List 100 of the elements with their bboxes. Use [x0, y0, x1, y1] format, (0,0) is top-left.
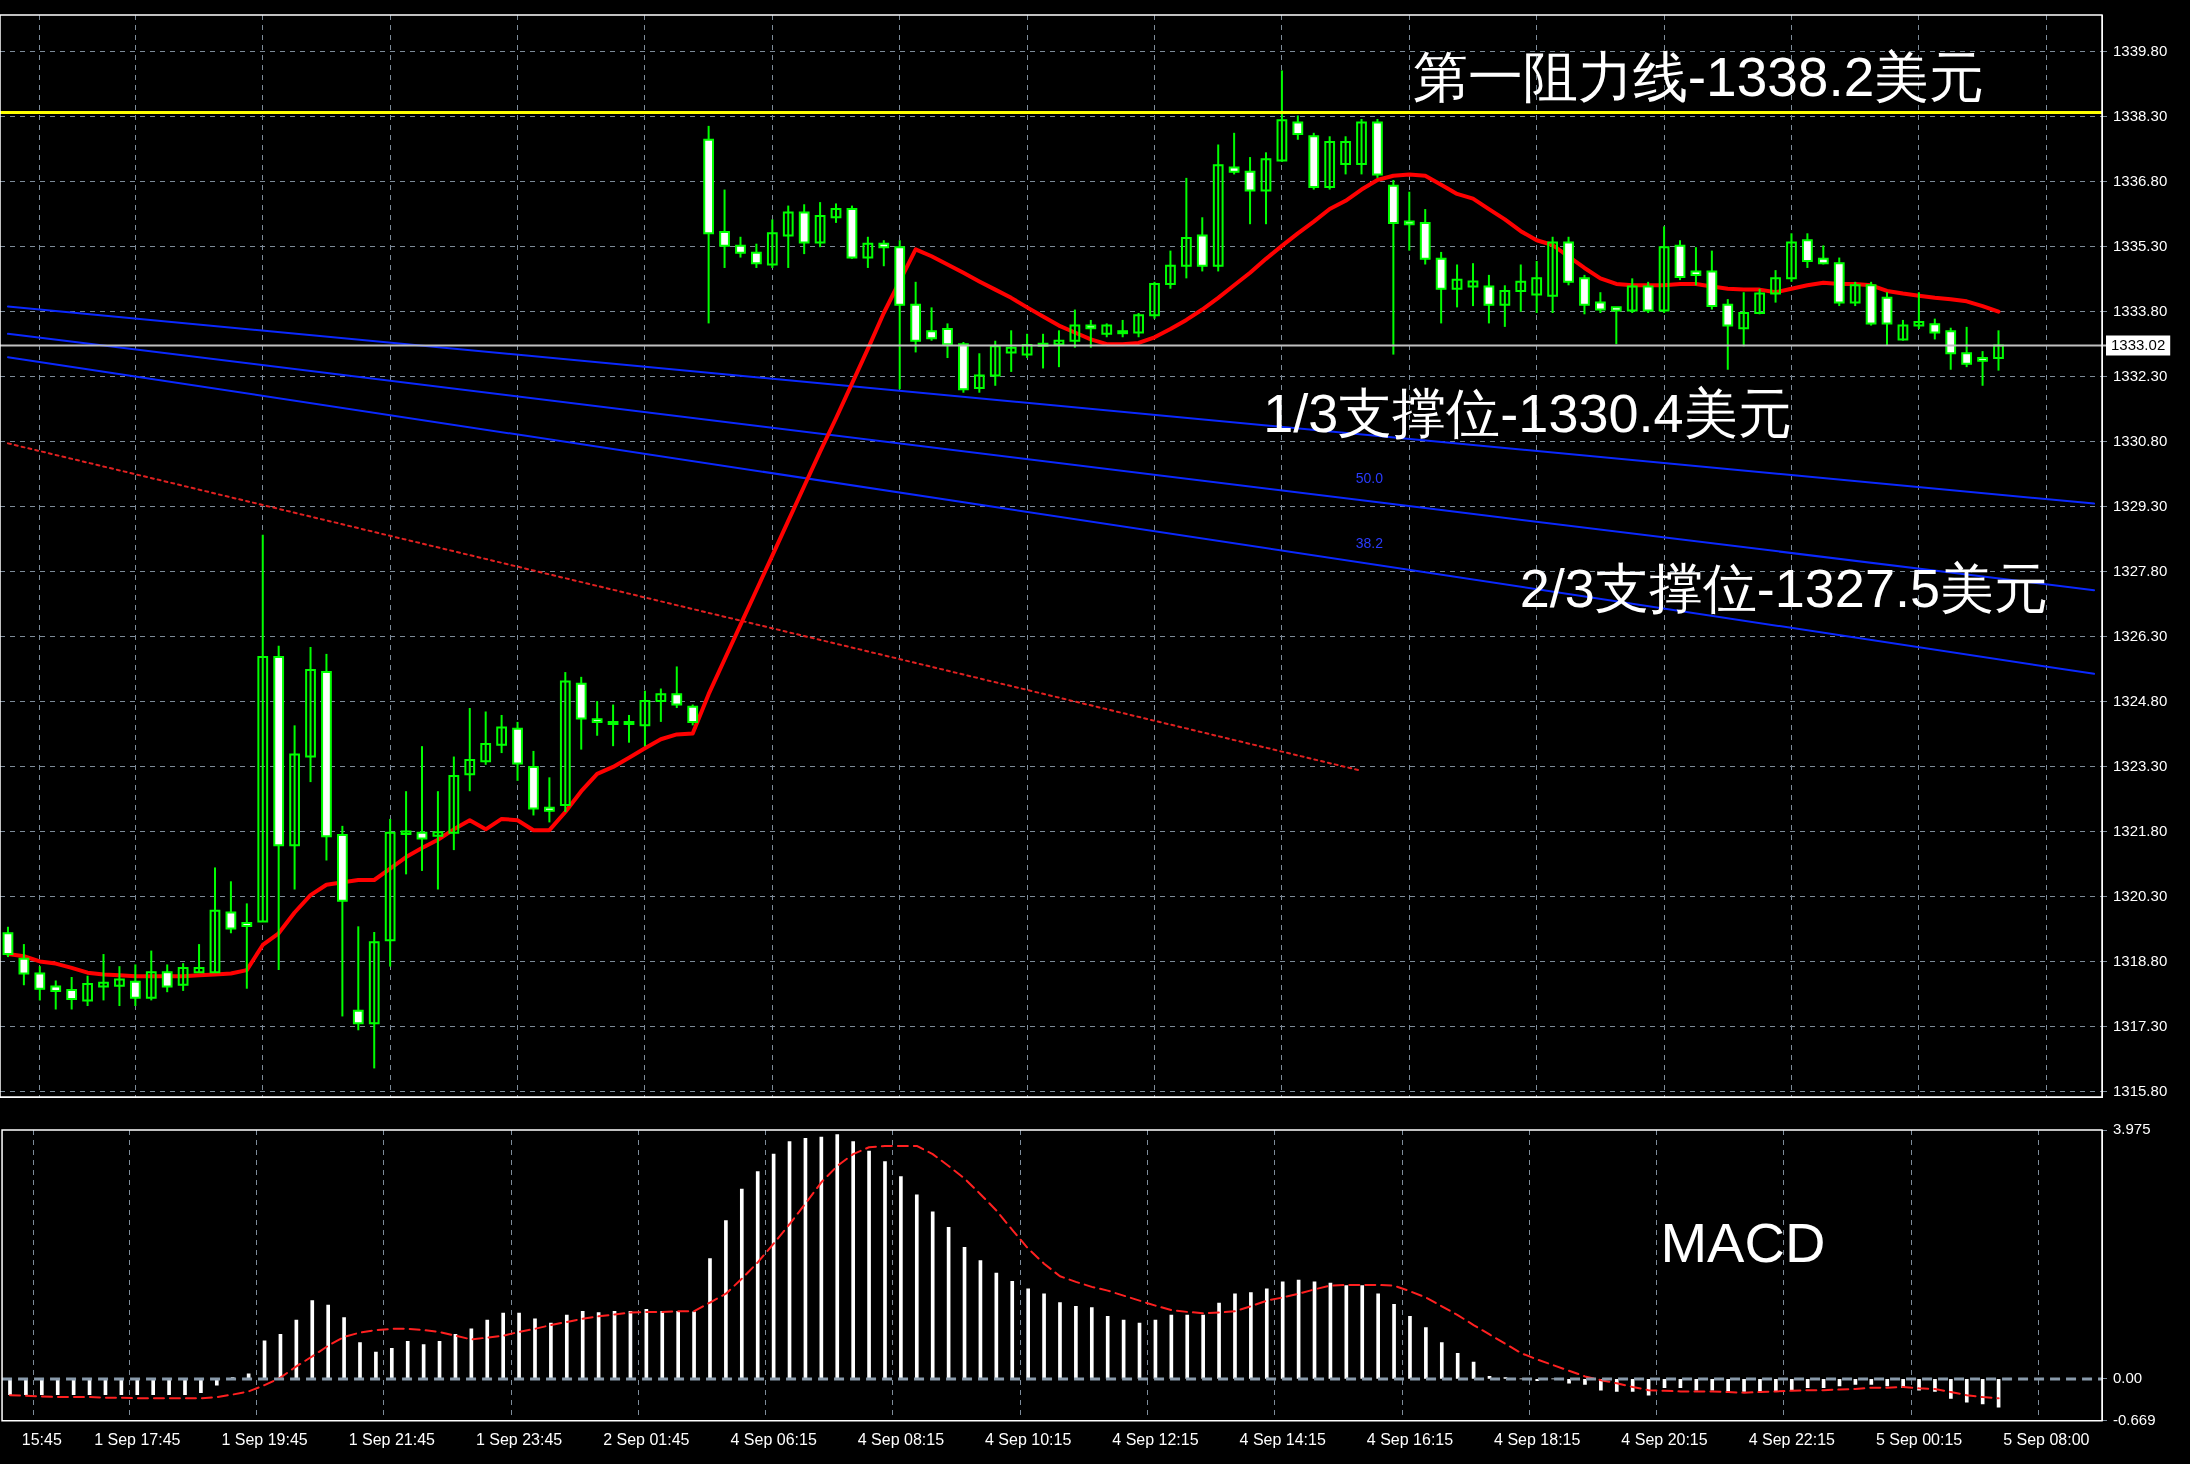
- bar: [1376, 1293, 1380, 1379]
- bar: [1105, 1315, 1110, 1379]
- bar: [1010, 1280, 1015, 1379]
- bar: [1949, 1379, 1953, 1399]
- bar: [1201, 1314, 1205, 1379]
- y-tick-label: 1321.80: [2113, 821, 2168, 839]
- candlestick: [639, 689, 651, 748]
- bar: [1805, 1379, 1810, 1389]
- y-tick-label: 1324.80: [2113, 691, 2168, 709]
- candlestick: [1499, 284, 1511, 328]
- x-tick-label: 1 Sep 17:45: [94, 1430, 181, 1448]
- bar: [501, 1312, 505, 1379]
- bar: [1185, 1314, 1190, 1379]
- bar: [851, 1141, 855, 1379]
- candlestick: [448, 755, 460, 852]
- bar: [183, 1379, 187, 1395]
- candlestick: [384, 817, 396, 968]
- y-tick-label: -0.669: [2113, 1410, 2156, 1428]
- candlestick: [1324, 135, 1336, 191]
- bar: [1360, 1285, 1365, 1379]
- bar: [914, 1194, 919, 1379]
- candlestick: [1069, 308, 1081, 349]
- candlestick: [623, 713, 635, 744]
- bar: [1694, 1379, 1699, 1391]
- candlestick: [1005, 329, 1017, 373]
- candlestick: [98, 953, 109, 1002]
- y-tick-label: 1335.30: [2113, 236, 2168, 254]
- candlestick: [782, 204, 794, 269]
- bar: [389, 1347, 394, 1379]
- candlestick: [432, 790, 444, 891]
- bar: [580, 1310, 585, 1379]
- candlestick: [1770, 269, 1781, 304]
- candlestick: [1897, 318, 1909, 342]
- candlestick: [1260, 151, 1272, 226]
- y-tick-label: 1339.80: [2113, 41, 2168, 59]
- candlestick: [1133, 312, 1144, 339]
- bar: [676, 1310, 680, 1379]
- bar: [199, 1379, 203, 1394]
- x-tick-label: 5 Sep 00:15: [1875, 1430, 1963, 1448]
- bar: [1964, 1379, 1969, 1403]
- bar: [1424, 1327, 1428, 1379]
- ref-line-label: 第一阻力线-1338.2美元: [1412, 46, 1985, 109]
- bar: [167, 1379, 171, 1395]
- y-tick-label: 1323.30: [2113, 756, 2168, 774]
- candlestick: [305, 645, 316, 784]
- bar: [24, 1379, 28, 1395]
- candlestick: [480, 710, 492, 766]
- bar: [1408, 1315, 1412, 1379]
- bar: [1217, 1302, 1221, 1379]
- x-tick-label: 4 Sep 22:15: [1748, 1430, 1836, 1448]
- candlestick: [1658, 225, 1670, 315]
- candlestick: [82, 974, 93, 1008]
- bar: [55, 1379, 60, 1395]
- bar: [517, 1312, 521, 1379]
- annotation: MACD: [1660, 1210, 1826, 1274]
- bar: [867, 1150, 871, 1379]
- x-tick-label: 4 Sep 14:15: [1239, 1430, 1326, 1448]
- y-tick-label: 1326.30: [2113, 626, 2168, 644]
- x-tick-label: 1 Sep 23:45: [475, 1430, 563, 1448]
- x-tick-label: 5 Sep 08:00: [2003, 1430, 2090, 1448]
- y-tick-label: 1330.80: [2113, 431, 2168, 449]
- bar: [708, 1258, 712, 1379]
- candlestick: [1467, 262, 1479, 308]
- x-tick-label: 4 Sep 12:15: [1112, 1430, 1199, 1448]
- bar: [930, 1211, 935, 1379]
- candlestick: [1212, 143, 1224, 273]
- bar: [1249, 1292, 1253, 1379]
- bar: [692, 1311, 696, 1379]
- x-tick-label: 1 Sep 21:45: [348, 1430, 436, 1448]
- bar: [549, 1322, 553, 1379]
- bar: [1869, 1379, 1874, 1385]
- bar: [1042, 1293, 1046, 1379]
- candlestick: [1849, 280, 1861, 308]
- candlestick: [989, 339, 1001, 387]
- bar: [1264, 1288, 1269, 1379]
- candlestick: [1037, 332, 1049, 370]
- candlestick: [1786, 232, 1797, 283]
- bar: [358, 1342, 362, 1379]
- candlestick: [1149, 280, 1160, 320]
- bar: [1789, 1379, 1794, 1391]
- y-tick-label: 1315.80: [2113, 1081, 2168, 1099]
- candlestick: [1021, 332, 1033, 360]
- bar: [39, 1379, 44, 1395]
- bar: [1392, 1304, 1396, 1379]
- bar: [533, 1318, 537, 1379]
- y-tick-label: 1332.30: [2113, 366, 2168, 384]
- bar: [1567, 1379, 1571, 1384]
- bar: [660, 1310, 665, 1379]
- x-tick-label: 4 Sep 20:15: [1621, 1430, 1708, 1448]
- candlestick: [496, 713, 507, 755]
- x-tick-label: 2 Sep 01:45: [603, 1430, 690, 1448]
- bar: [1233, 1293, 1237, 1379]
- candlestick: [830, 202, 842, 224]
- x-tick-label: 4 Sep 16:15: [1366, 1430, 1454, 1448]
- x-tick-label: 1 Sep 19:45: [221, 1430, 308, 1448]
- line-series: [9, 1144, 2000, 1400]
- bar: [151, 1379, 156, 1395]
- x-tick-label: 15:45: [21, 1430, 62, 1448]
- bar: [1535, 1379, 1540, 1382]
- candlestick: [177, 962, 189, 992]
